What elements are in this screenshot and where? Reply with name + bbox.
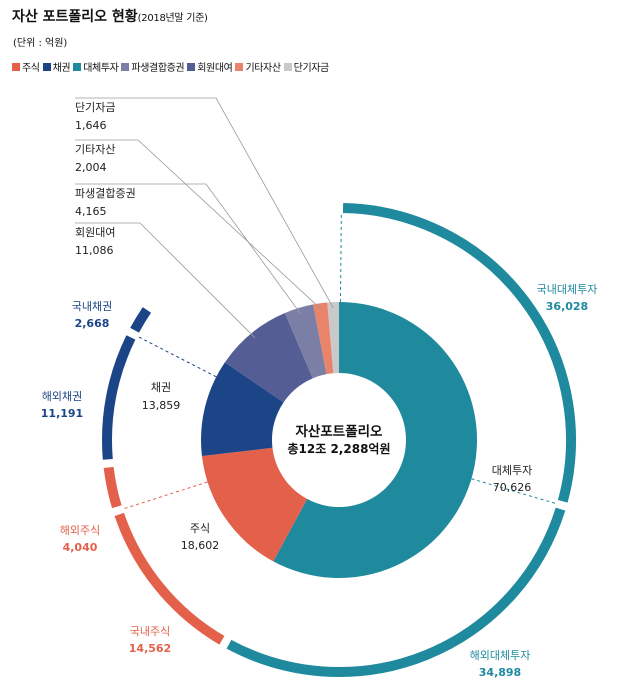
inner-slice-deriv xyxy=(284,304,327,379)
label-alt-value: 70,626 xyxy=(493,481,532,494)
leader-line-deriv xyxy=(75,183,301,314)
legend-swatch-other xyxy=(235,62,244,71)
legend-swatch-stock xyxy=(12,62,20,71)
outer-arc-alt_for xyxy=(226,507,566,677)
outer-label-name-bnd_for: 해외채권 xyxy=(42,389,82,403)
legend-item-loan: 회원대여 xyxy=(187,59,233,74)
chart-title-date: (2018년말 기준) xyxy=(137,13,208,24)
callout-value-loan: 11,086 xyxy=(75,244,114,257)
divider-alt-top xyxy=(339,213,342,303)
callout-name-loan: 회원대여 xyxy=(75,226,115,239)
outer-label-value-stk_for: 4,040 xyxy=(63,541,98,554)
chart-legend: 주식 채권 대체투자 파생결합증권 회원대여 기타자산 단기자금 xyxy=(12,59,332,74)
legend-label-stock: 주식 xyxy=(22,63,40,74)
divider-stock-dom-for xyxy=(122,481,208,510)
label-alt-name: 대체투자 xyxy=(492,464,532,477)
legend-swatch-alt xyxy=(73,62,82,71)
outer-arc-stk_for xyxy=(103,466,122,509)
leader-line-short xyxy=(75,97,334,309)
callout-name-deriv: 파생결합증권 xyxy=(75,187,136,200)
outer-label-name-alt_for: 해외대체투자 xyxy=(470,648,531,662)
callout-value-other: 2,004 xyxy=(75,161,107,174)
inner-slice-loan xyxy=(224,313,313,403)
inner-slice-bond xyxy=(201,362,284,457)
outer-label-value-bnd_for: 11,191 xyxy=(41,407,83,420)
legend-label-alt: 대체투자 xyxy=(83,63,119,74)
legend-swatch-deriv xyxy=(121,62,130,71)
center-title: 자산포트폴리오 xyxy=(296,423,384,440)
outer-arc-alt_dom xyxy=(342,203,576,503)
leader-line-other xyxy=(75,139,322,310)
outer-label-value-alt_for: 34,898 xyxy=(479,666,521,679)
legend-item-other: 기타자산 xyxy=(235,59,281,74)
outer-label-value-stk_dom: 14,562 xyxy=(129,642,171,655)
legend-label-loan: 회원대여 xyxy=(197,63,233,74)
inner-slice-stock xyxy=(201,447,308,562)
inner-slice-alt xyxy=(273,302,477,578)
outer-arc-bnd_dom xyxy=(130,307,152,333)
legend-swatch-loan xyxy=(187,62,196,71)
unit-note: (단위 : 억원) xyxy=(13,38,68,49)
legend-label-bond: 채권 xyxy=(52,63,71,74)
callout-value-short: 1,646 xyxy=(75,119,107,132)
legend-swatch-short xyxy=(283,62,292,71)
inner-slice-other xyxy=(313,302,334,375)
chart-title-block: 자산 포트폴리오 현황(2018년말 기준) xyxy=(12,6,208,26)
legend-label-other: 기타자산 xyxy=(245,63,281,74)
legend-label-deriv: 파생결합증권 xyxy=(131,63,185,74)
label-stock-value: 18,602 xyxy=(181,539,220,552)
callout-value-deriv: 4,165 xyxy=(75,205,107,218)
legend-item-bond: 채권 xyxy=(42,59,71,74)
chart-title: 자산 포트폴리오 현황 xyxy=(12,9,138,25)
legend-item-stock: 주식 xyxy=(12,59,40,74)
outer-label-value-alt_dom: 36,028 xyxy=(546,300,588,313)
label-stock-name: 주식 xyxy=(190,522,210,535)
outer-arc-bnd_for xyxy=(102,335,136,460)
inner-slice-short xyxy=(327,302,339,374)
leader-line-loan xyxy=(75,222,256,339)
legend-label-short: 단기자금 xyxy=(293,63,330,74)
legend-item-short: 단기자금 xyxy=(283,59,330,74)
center-total: 총12조 2,288억원 xyxy=(288,441,391,456)
divider-alt-dom-for xyxy=(471,478,557,505)
legend-item-alt: 대체투자 xyxy=(73,59,119,74)
legend-swatch-bond xyxy=(42,62,51,71)
callout-name-short: 단기자금 xyxy=(75,101,115,114)
outer-label-name-stk_dom: 국내주식 xyxy=(130,625,170,638)
outer-label-name-bnd_dom: 국내채권 xyxy=(72,300,112,313)
callout-name-other: 기타자산 xyxy=(75,143,115,156)
outer-label-name-stk_for: 해외주식 xyxy=(60,523,100,537)
divider-bond-for-dom xyxy=(136,335,217,378)
outer-label-value-bnd_dom: 2,668 xyxy=(75,317,110,330)
outer-arc-stk_dom xyxy=(114,512,225,645)
legend-item-deriv: 파생결합증권 xyxy=(121,59,185,74)
label-bond-value: 13,859 xyxy=(142,399,181,412)
outer-label-name-alt_dom: 국내대체투자 xyxy=(537,283,598,296)
label-bond-name: 채권 xyxy=(151,381,171,394)
